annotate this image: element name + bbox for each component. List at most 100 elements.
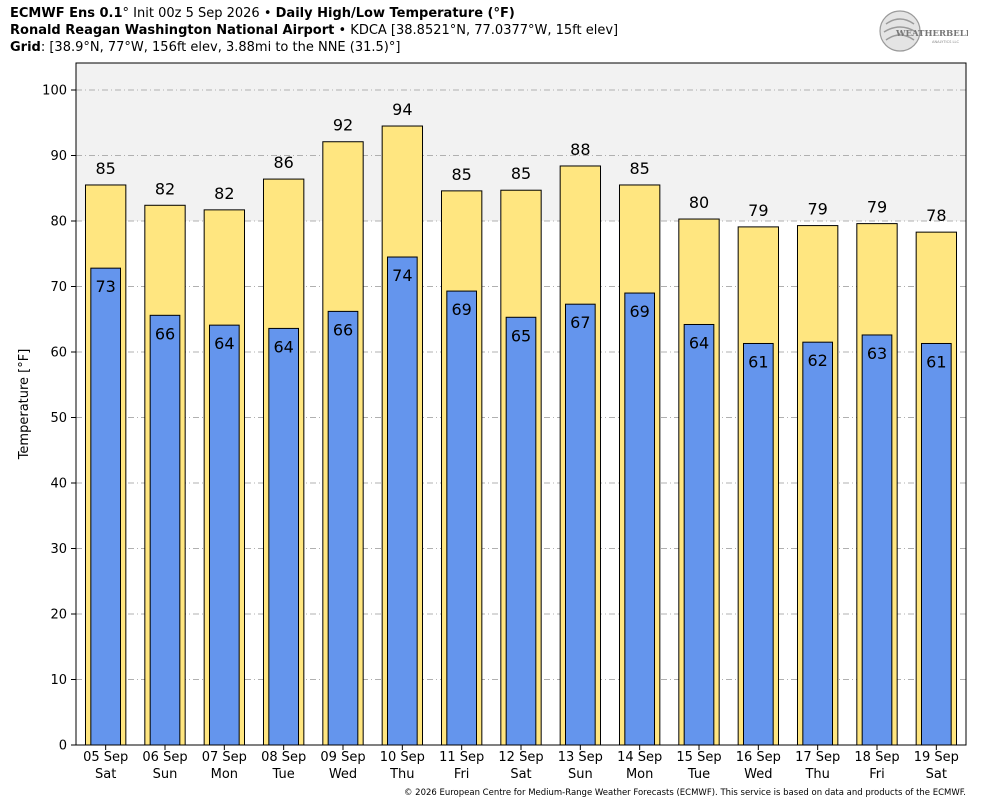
high-value-label: 85	[629, 159, 649, 178]
x-tick-label-date: 19 Sep	[914, 750, 959, 765]
high-value-label: 85	[511, 164, 531, 183]
bar-labels: 85 73 82 66 82 64 86 64 92 66 94 74 85 69 85 65 88 67 85 69…	[95, 100, 946, 371]
y-tick-label: 90	[50, 149, 67, 164]
low-value-label: 64	[689, 333, 709, 352]
y-tick-label: 50	[50, 411, 67, 426]
y-tick-label: 80	[50, 215, 67, 230]
y-axis-label: Temperature [°F]	[17, 349, 32, 461]
low-bar	[268, 327, 300, 746]
y-tick-label: 60	[50, 346, 67, 361]
y-tick-label: 100	[42, 84, 67, 99]
station-separator: •	[334, 23, 351, 38]
title-separator: •	[259, 6, 276, 21]
grid-label: Grid	[10, 40, 41, 55]
bars	[84, 125, 958, 746]
high-value-label: 82	[155, 179, 175, 198]
x-tick-label-day: Mon	[626, 767, 653, 782]
low-bar	[802, 341, 833, 746]
low-bar	[505, 316, 537, 746]
grid-details: : [38.9°N, 77°W, 156ft elev, 3.88mi to t…	[40, 40, 401, 55]
low-value-label: 74	[392, 266, 412, 285]
logo-subtext: ANALYTICS LLC	[932, 40, 960, 44]
low-value-label: 66	[333, 320, 353, 339]
x-tick-label-day: Fri	[454, 767, 470, 782]
x-tick-label-day: Sat	[926, 767, 947, 782]
x-tick-label-date: 13 Sep	[558, 750, 603, 765]
station-details: KDCA [38.8521°N, 77.0377°W, 15ft elev]	[350, 23, 619, 38]
low-bar	[327, 310, 359, 746]
low-bar	[683, 323, 715, 746]
x-tick-label-date: 12 Sep	[498, 750, 543, 765]
high-value-label: 79	[867, 198, 887, 217]
low-bar	[861, 334, 893, 746]
model-name: ECMWF Ens 0.1	[10, 6, 123, 21]
copyright-footer: © 2026 European Centre for Medium-Range …	[403, 788, 966, 798]
low-value-label: 66	[155, 324, 175, 343]
low-value-label: 61	[926, 352, 946, 371]
low-value-label: 63	[867, 344, 887, 363]
weatherbell-logo: WEATHERBELL ANALYTICS LLC	[879, 10, 968, 52]
y-tick-label: 70	[50, 280, 67, 295]
x-tick-label-date: 15 Sep	[676, 750, 721, 765]
chart-title-line-3: Grid: [38.9°N, 77°W, 156ft elev, 3.88mi …	[10, 40, 400, 56]
y-tick-label: 30	[50, 542, 67, 557]
x-tick-label-day: Tue	[687, 767, 710, 782]
high-value-label: 80	[689, 193, 709, 212]
x-tick-label-date: 17 Sep	[795, 750, 840, 765]
x-tick-label-date: 06 Sep	[142, 750, 187, 765]
high-value-label: 78	[926, 206, 946, 225]
x-tick-label-date: 09 Sep	[320, 750, 365, 765]
station-name: Ronald Reagan Washington National Airpor…	[10, 23, 335, 38]
low-value-label: 73	[95, 277, 115, 296]
x-tick-label-date: 07 Sep	[202, 750, 247, 765]
x-tick-label-day: Sun	[568, 767, 593, 782]
x-tick-label-date: 05 Sep	[83, 750, 128, 765]
x-tick-label-day: Wed	[744, 767, 772, 782]
high-value-label: 82	[214, 184, 234, 203]
high-value-label: 79	[807, 200, 827, 219]
high-value-label: 85	[95, 159, 115, 178]
chart-title: Daily High/Low Temperature (°F)	[275, 6, 515, 21]
x-tick-label-day: Sun	[153, 767, 178, 782]
high-value-label: 85	[451, 165, 471, 184]
low-value-label: 65	[511, 326, 531, 345]
x-tick-label-day: Sat	[510, 767, 531, 782]
x-tick-label-date: 16 Sep	[736, 750, 781, 765]
x-tick-label-date: 10 Sep	[380, 750, 425, 765]
x-tick-label-date: 08 Sep	[261, 750, 306, 765]
low-bar	[446, 290, 478, 746]
logo-text: WEATHERBELL	[895, 29, 968, 39]
x-tick-label-day: Tue	[272, 767, 295, 782]
high-value-label: 92	[333, 116, 353, 135]
low-value-label: 64	[273, 337, 293, 356]
low-bar	[90, 267, 122, 746]
low-value-label: 62	[807, 351, 827, 370]
y-tick-label: 20	[50, 608, 67, 623]
low-bar	[921, 342, 952, 746]
model-degree-sign: °	[122, 6, 130, 21]
x-tick-label-day: Wed	[329, 767, 357, 782]
x-axis: 05 Sep Sat 06 Sep Sun 07 Sep Mon 08 Sep Tue 09 S…	[83, 745, 959, 782]
x-tick-label-date: 18 Sep	[854, 750, 899, 765]
y-tick-label: 10	[50, 673, 67, 688]
high-value-label: 79	[748, 201, 768, 220]
x-tick-label-day: Thu	[804, 767, 829, 782]
x-tick-label-day: Thu	[389, 767, 414, 782]
chart-title-line-1: ECMWF Ens 0.1° Init 00z 5 Sep 2026 • Dai…	[10, 6, 515, 22]
low-value-label: 67	[570, 313, 590, 332]
high-value-label: 94	[392, 100, 412, 119]
y-tick-label: 0	[59, 739, 67, 754]
x-tick-label-date: 14 Sep	[617, 750, 662, 765]
x-tick-label-day: Mon	[211, 767, 238, 782]
x-tick-label-day: Sat	[95, 767, 116, 782]
init-time: Init 00z 5 Sep 2026	[129, 6, 260, 21]
low-bar	[209, 324, 240, 746]
y-axis: 0 10 20 30 40 50 60 70 80 90 100	[42, 84, 76, 754]
low-value-label: 69	[451, 300, 471, 319]
low-value-label: 64	[214, 334, 234, 353]
low-value-label: 69	[629, 302, 649, 321]
low-bar	[387, 256, 418, 746]
y-tick-label: 40	[50, 477, 67, 492]
high-value-label: 86	[273, 153, 293, 172]
x-tick-label-date: 11 Sep	[439, 750, 484, 765]
